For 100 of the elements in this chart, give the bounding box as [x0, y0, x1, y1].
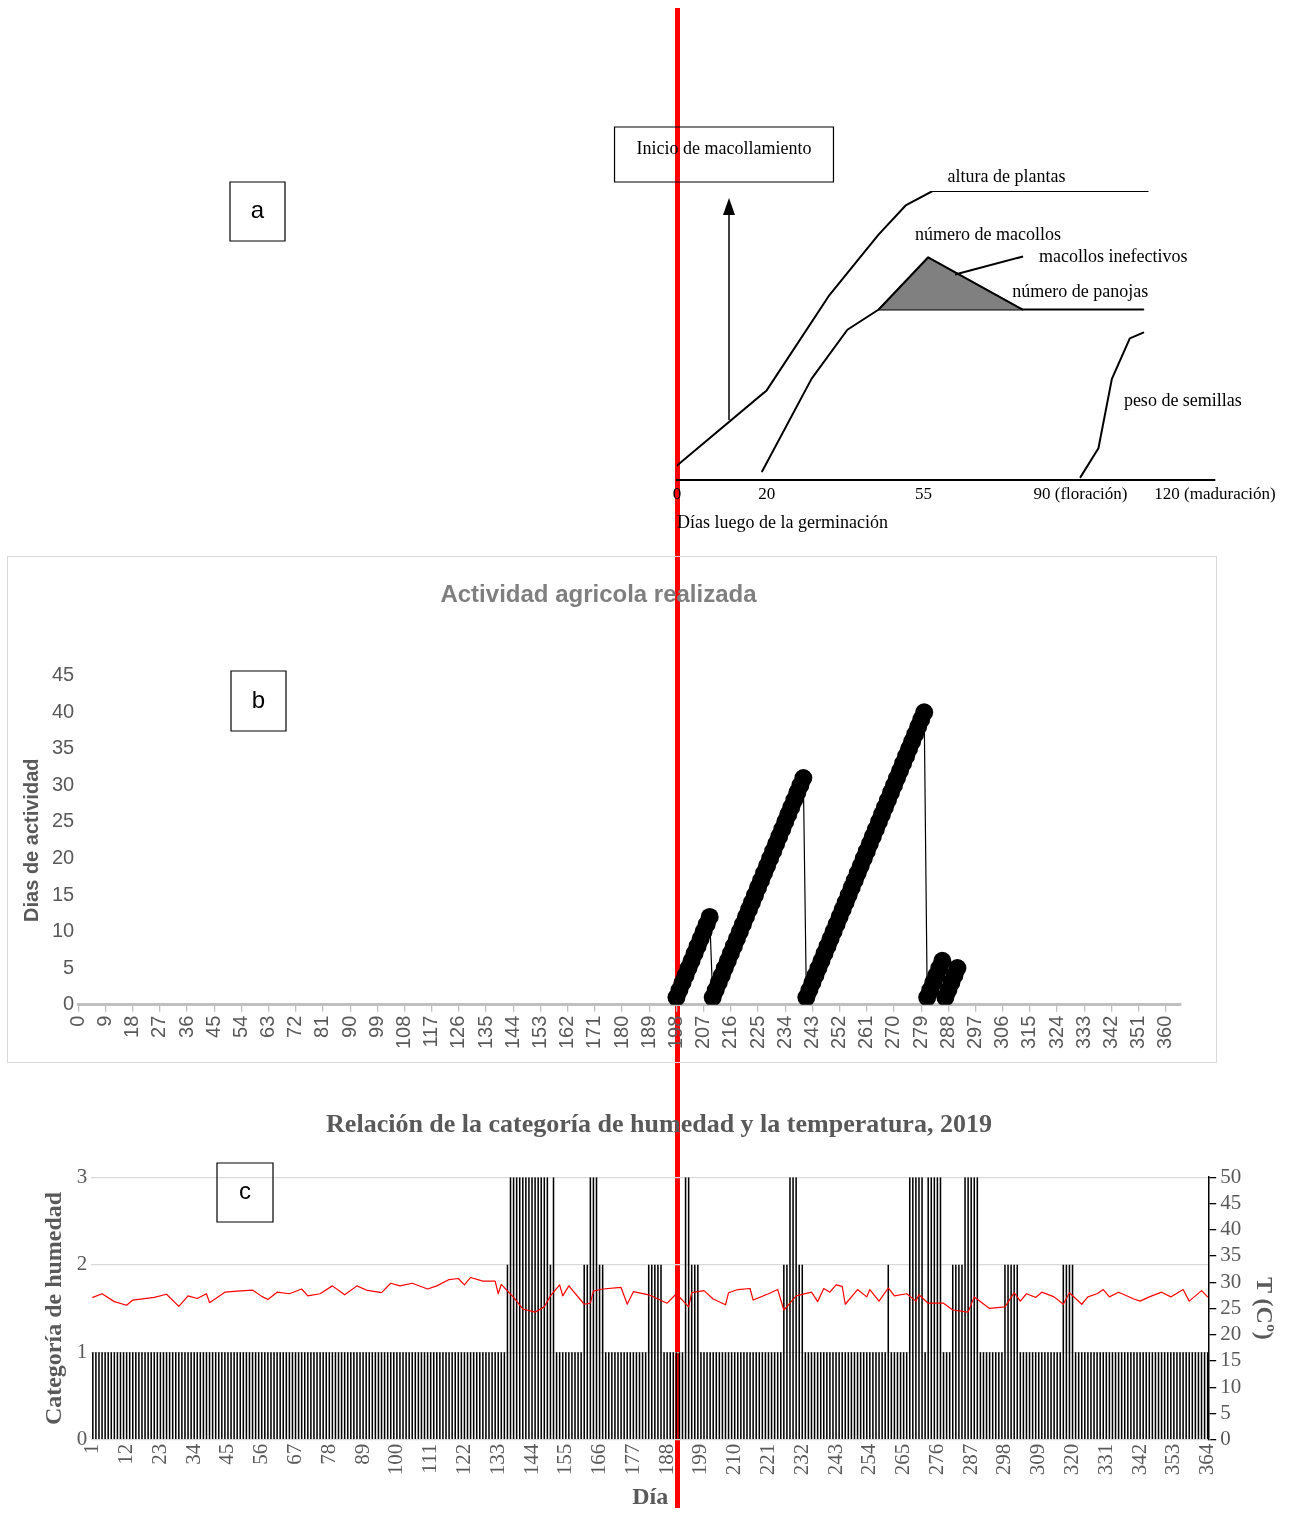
- x-tick-label: 63: [256, 1015, 279, 1038]
- x-tick-label: 297: [963, 1015, 986, 1050]
- y2-tick-label: 15: [1220, 1347, 1242, 1372]
- y-tick-label: 5: [63, 955, 75, 978]
- x-tick-label: 135: [473, 1015, 496, 1050]
- y-axis-title: Dias de actividad: [19, 758, 42, 922]
- x-tick-label: 261: [854, 1015, 877, 1050]
- x-tick-label: 210: [721, 1443, 746, 1476]
- x-tick-label: 45: [214, 1443, 239, 1465]
- x-tick-label: 189: [636, 1015, 659, 1050]
- y-tick-label: 30: [52, 772, 75, 795]
- x-tick-label: 122: [450, 1443, 475, 1476]
- x-tick-label: 320: [1059, 1443, 1084, 1476]
- x-tick-label: 306: [990, 1015, 1013, 1050]
- x-tick-label: 364: [1194, 1443, 1219, 1476]
- series-label: número de panojas: [1012, 281, 1149, 302]
- x-tick-label: 12: [113, 1443, 138, 1465]
- series-label: número de macollos: [915, 224, 1062, 245]
- x-tick-label: 324: [1044, 1015, 1067, 1050]
- y2-tick-label: 25: [1220, 1294, 1242, 1319]
- x-tick-label: 162: [555, 1015, 578, 1050]
- x-tick-label: 126: [446, 1015, 469, 1050]
- y2-axis-title: T (Cº): [1252, 1277, 1279, 1340]
- x-tick-label: 177: [619, 1443, 644, 1476]
- y-tick-label: 20: [52, 846, 75, 868]
- text: macollos inefectivos: [1039, 246, 1188, 267]
- x-tick-label: 54: [228, 1015, 251, 1038]
- x-tick-label: 72: [283, 1015, 306, 1038]
- x-tick-label: 120 (maduración): [1154, 483, 1276, 503]
- x-tick-label: 342: [1099, 1015, 1122, 1050]
- x-tick-label: 276: [923, 1443, 948, 1476]
- series-label: altura de plantas: [947, 165, 1066, 186]
- y-tick-label: 40: [52, 699, 75, 722]
- x-tick-label: 111: [417, 1443, 442, 1474]
- y-tick-label: 1: [76, 1338, 88, 1363]
- y2-tick-label: 35: [1220, 1242, 1242, 1267]
- x-tick-label: 133: [484, 1443, 509, 1476]
- x-tick-label: 331: [1092, 1443, 1117, 1476]
- y2-tick-label: 5: [1220, 1399, 1231, 1424]
- x-tick-label: 153: [528, 1015, 551, 1050]
- y-tick-label: 15: [52, 882, 75, 905]
- x-tick-label: 144: [518, 1443, 543, 1476]
- x-tick-label: 23: [146, 1443, 171, 1465]
- x-tick-label: 254: [856, 1443, 881, 1476]
- x-tick-label: 99: [364, 1015, 387, 1038]
- x-tick-label: 333: [1071, 1015, 1094, 1050]
- x-tick-label: 198: [663, 1015, 686, 1050]
- annotation: b: [251, 685, 266, 713]
- x-tick-label: 232: [788, 1443, 813, 1476]
- x-tick-label: 315: [1017, 1015, 1040, 1050]
- x-tick-label: 56: [248, 1443, 273, 1465]
- x-tick-label: 342: [1126, 1443, 1151, 1476]
- x-tick-label: 78: [315, 1443, 340, 1465]
- x-tick-label: 270: [881, 1015, 904, 1050]
- x-tick-label: 188: [653, 1443, 678, 1476]
- y-tick-label: 2: [76, 1251, 88, 1276]
- x-tick-label: 199: [687, 1443, 712, 1476]
- x-tick-label: 171: [582, 1015, 605, 1050]
- x-tick-label: 234: [772, 1015, 795, 1050]
- x-tick-label: 353: [1160, 1443, 1185, 1476]
- x-tick-label: 309: [1025, 1443, 1050, 1476]
- x-tick-label: 90: [337, 1015, 360, 1038]
- x-axis-title: Día: [632, 1482, 669, 1509]
- x-tick-label: 279: [908, 1015, 931, 1050]
- y-tick-label: 35: [52, 736, 75, 759]
- x-tick-label: 89: [349, 1443, 374, 1465]
- x-tick-label: 9: [92, 1015, 115, 1027]
- x-tick-label: 18: [120, 1015, 143, 1038]
- x-tick-label: 351: [1126, 1015, 1149, 1050]
- x-tick-label: 225: [745, 1015, 768, 1050]
- y2-tick-label: 45: [1220, 1189, 1242, 1214]
- x-tick-label: 108: [392, 1015, 415, 1050]
- x-tick-label: 360: [1153, 1015, 1176, 1050]
- x-tick-label: 221: [755, 1443, 780, 1476]
- x-tick-label: 252: [827, 1015, 850, 1050]
- x-tick-label: 216: [718, 1015, 741, 1050]
- x-tick-label: 55: [915, 483, 933, 503]
- y-tick-label: 25: [52, 809, 75, 832]
- x-tick-label: 36: [174, 1015, 197, 1038]
- y-tick-label: 3: [76, 1163, 88, 1188]
- x-tick-label: 298: [991, 1443, 1016, 1476]
- x-tick-label: 180: [609, 1015, 632, 1050]
- x-tick-label: 100: [383, 1443, 408, 1476]
- y2-tick-label: 20: [1220, 1321, 1242, 1346]
- y2-tick-label: 30: [1220, 1268, 1242, 1293]
- x-tick-label: 243: [822, 1443, 847, 1476]
- x-tick-label: 90 (floración): [1033, 483, 1128, 503]
- text: a: [250, 196, 265, 224]
- x-tick-label: 34: [180, 1443, 205, 1465]
- x-tick-label: 287: [957, 1443, 982, 1476]
- x-tick-label: 45: [201, 1015, 224, 1038]
- y2-tick-label: 40: [1220, 1216, 1242, 1241]
- y-tick-label: 45: [52, 663, 75, 686]
- x-tick-label: 144: [500, 1015, 523, 1050]
- y2-tick-label: 50: [1220, 1163, 1242, 1188]
- x-tick-label: 67: [282, 1443, 307, 1465]
- series-label: peso de semillas: [1123, 389, 1242, 410]
- x-tick-label: 155: [552, 1443, 577, 1476]
- y-axis-title: Categoría de humedad: [39, 1191, 66, 1426]
- x-tick-label: 166: [586, 1443, 611, 1476]
